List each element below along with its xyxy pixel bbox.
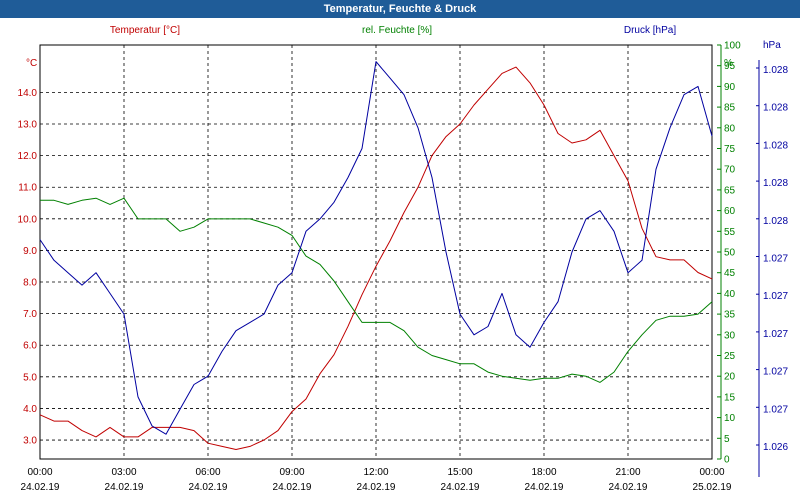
humidity-tick-label: 5 <box>724 434 730 445</box>
window-title: Temperatur, Feuchte & Druck <box>0 0 800 18</box>
humidity-tick-label: 65 <box>724 185 736 196</box>
temperature-tick-label: 3.0 <box>23 436 37 447</box>
humidity-tick-label: 15 <box>724 392 736 403</box>
humidity-tick-label: 85 <box>724 103 736 114</box>
humidity-tick-label: 0 <box>724 455 730 466</box>
x-tick-time: 15:00 <box>447 467 472 478</box>
humidity-tick-label: 55 <box>724 227 736 238</box>
temperature-tick-label: 14.0 <box>18 88 38 99</box>
x-tick-date: 24.02.19 <box>357 482 396 493</box>
grid <box>39 44 713 460</box>
series-legend-label: rel. Feuchte [%] <box>362 25 432 36</box>
pressure-tick-label: 1.028 <box>763 103 788 114</box>
temperature-tick-label: 8.0 <box>23 278 37 289</box>
series-line <box>39 61 713 435</box>
pressure-tick-label: 1.028 <box>763 65 788 76</box>
temperature-tick-label: 7.0 <box>23 309 37 320</box>
humidity-tick-label: 75 <box>724 144 736 155</box>
x-tick-date: 24.02.19 <box>21 482 60 493</box>
temperature-tick-label: 11.0 <box>18 183 37 194</box>
series-line <box>40 197 713 383</box>
x-tick-date: 24.02.19 <box>273 482 312 493</box>
humidity-tick-label: 60 <box>724 206 736 217</box>
series-layer <box>39 61 713 450</box>
x-tick-date: 24.02.19 <box>525 482 564 493</box>
humidity-tick-label: 35 <box>724 310 736 321</box>
temperature-tick-label: 13.0 <box>18 120 38 131</box>
humidity-tick-label: 20 <box>724 372 736 383</box>
x-tick-time: 00:00 <box>699 467 724 478</box>
humidity-tick-label: 70 <box>724 165 736 176</box>
chart: 00:00 24.02.19 03:00 24.02.19 06:00 24.02.19 0… <box>0 18 800 500</box>
humidity-tick-label: 50 <box>724 248 736 259</box>
temperature-tick-label: 4.0 <box>23 404 37 415</box>
pressure-unit: hPa <box>763 40 781 51</box>
humidity-tick-label: 25 <box>724 351 736 362</box>
x-tick-time: 21:00 <box>615 467 640 478</box>
temperature-tick-label: 12.0 <box>18 151 38 162</box>
pressure-tick-label: 1.027 <box>763 254 788 265</box>
x-tick-date: 25.02.19 <box>693 482 732 493</box>
humidity-tick-label: 95 <box>724 61 736 72</box>
humidity-tick-label: 40 <box>724 289 736 300</box>
humidity-tick-label: 10 <box>724 413 736 424</box>
pressure-tick-label: 1.026 <box>763 442 788 453</box>
x-tick-time: 00:00 <box>27 467 52 478</box>
humidity-tick-label: 100 <box>724 41 741 52</box>
series-legend-label: Temperatur [°C] <box>110 25 180 36</box>
pressure-tick-label: 1.028 <box>763 216 788 227</box>
x-tick-date: 24.02.19 <box>609 482 648 493</box>
x-tick-time: 12:00 <box>363 467 388 478</box>
temperature-tick-label: 9.0 <box>23 246 37 257</box>
pressure-tick-label: 1.027 <box>763 329 788 340</box>
temperature-tick-label: 10.0 <box>18 214 38 225</box>
x-tick-date: 24.02.19 <box>441 482 480 493</box>
temperature-unit: °C <box>26 58 37 69</box>
humidity-tick-label: 45 <box>724 268 736 279</box>
humidity-unit: % <box>724 58 733 69</box>
humidity-tick-label: 90 <box>724 82 736 93</box>
humidity-tick-label: 30 <box>724 330 736 341</box>
series-legend-label: Druck [hPa] <box>624 25 676 36</box>
pressure-tick-label: 1.027 <box>763 291 788 302</box>
pressure-tick-label: 1.027 <box>763 404 788 415</box>
x-tick-time: 09:00 <box>279 467 304 478</box>
x-tick-time: 06:00 <box>195 467 220 478</box>
axes-layer: 00:00 24.02.19 03:00 24.02.19 06:00 24.02.19 0… <box>18 25 789 493</box>
x-tick-time: 18:00 <box>531 467 556 478</box>
temperature-tick-label: 6.0 <box>23 341 37 352</box>
x-tick-date: 24.02.19 <box>105 482 144 493</box>
x-tick-date: 24.02.19 <box>189 482 228 493</box>
humidity-tick-label: 80 <box>724 123 736 134</box>
pressure-tick-label: 1.028 <box>763 140 788 151</box>
pressure-tick-label: 1.027 <box>763 367 788 378</box>
temperature-tick-label: 5.0 <box>23 372 37 383</box>
series-line <box>39 66 713 450</box>
x-tick-time: 03:00 <box>111 467 136 478</box>
pressure-tick-label: 1.028 <box>763 178 788 189</box>
